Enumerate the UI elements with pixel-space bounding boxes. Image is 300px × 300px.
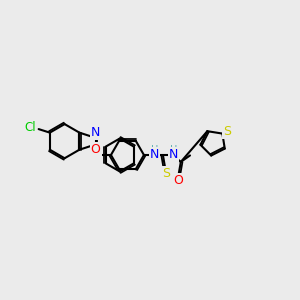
Text: O: O — [91, 143, 100, 156]
Text: N: N — [150, 148, 159, 161]
Text: O: O — [173, 174, 183, 187]
Text: N: N — [91, 126, 100, 140]
Text: Cl: Cl — [24, 122, 36, 134]
Text: H: H — [170, 145, 177, 155]
Text: N: N — [169, 148, 178, 161]
Text: S: S — [223, 125, 231, 138]
Text: H: H — [151, 145, 158, 155]
Text: S: S — [163, 167, 170, 180]
